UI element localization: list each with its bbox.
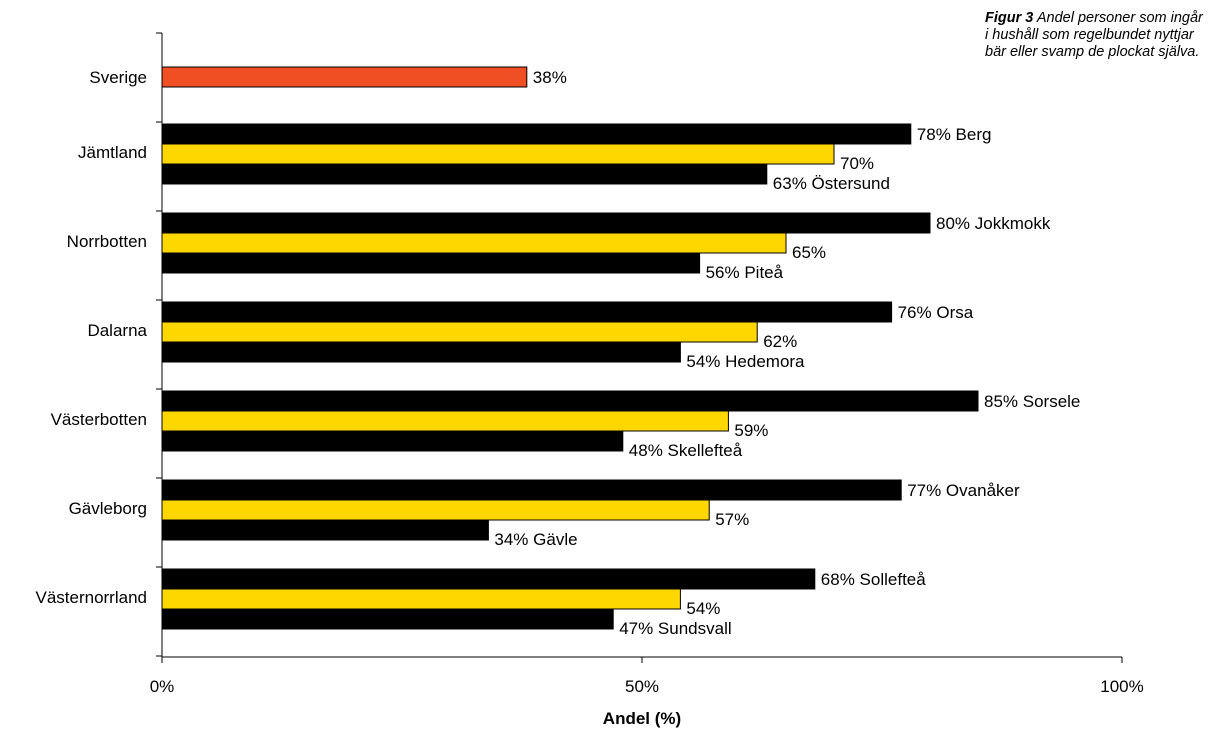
data-label: 62%	[763, 332, 797, 351]
bar-sverige	[161, 66, 528, 88]
bar-mean	[161, 143, 835, 165]
data-label: 47% Sundsvall	[619, 619, 731, 638]
category-label: Jämtland	[78, 143, 147, 162]
data-label: 38%	[533, 68, 567, 87]
data-label: 54% Hedemora	[686, 352, 805, 371]
bar-mean	[161, 232, 787, 254]
x-tick-label: 50%	[625, 677, 659, 696]
data-label: 48% Skellefteå	[629, 441, 743, 460]
category-label: Dalarna	[87, 321, 147, 340]
figure-caption: Figur 3 Andel personer som ingår i hushå…	[985, 10, 1207, 61]
data-label: 65%	[792, 243, 826, 262]
data-label: 59%	[734, 421, 768, 440]
data-label: 63% Östersund	[773, 174, 890, 193]
data-label: 57%	[715, 510, 749, 529]
bar-max	[161, 479, 902, 501]
bar-min	[161, 608, 614, 630]
data-label: 78% Berg	[917, 125, 992, 144]
bar-mean	[161, 410, 729, 432]
category-label: Norrbotten	[67, 232, 147, 251]
bar-max	[161, 212, 931, 234]
bar-min	[161, 341, 681, 363]
bar-min	[161, 163, 768, 185]
category-label: Sverige	[89, 68, 147, 87]
data-label: 68% Sollefteå	[821, 570, 926, 589]
data-label: 85% Sorsele	[984, 392, 1080, 411]
category-label: Västerbotten	[51, 410, 147, 429]
bar-max	[161, 568, 816, 590]
figure-label: Figur 3	[985, 10, 1034, 26]
data-label: 77% Ovanåker	[907, 481, 1020, 500]
data-label: 34% Gävle	[494, 530, 577, 549]
bar-mean	[161, 499, 710, 521]
bar-max	[161, 301, 893, 323]
bar-min	[161, 252, 701, 274]
bar-mean	[161, 588, 681, 610]
data-label: 70%	[840, 154, 874, 173]
x-axis-title: Andel (%)	[603, 709, 681, 728]
bar-max	[161, 390, 979, 412]
data-label: 54%	[686, 599, 720, 618]
bar-max	[161, 123, 912, 145]
bar-min	[161, 430, 624, 452]
category-label: Gävleborg	[69, 499, 147, 518]
figure-caption-text: Andel personer som ingår i hushåll som r…	[985, 10, 1203, 60]
x-tick-label: 0%	[150, 677, 175, 696]
data-label: 56% Piteå	[706, 263, 784, 282]
category-label: Västernorrland	[35, 588, 147, 607]
data-label: 76% Orsa	[898, 303, 974, 322]
bar-mean	[161, 321, 758, 343]
bar-min	[161, 519, 489, 541]
x-tick-label: 100%	[1100, 677, 1143, 696]
data-label: 80% Jokkmokk	[936, 214, 1051, 233]
